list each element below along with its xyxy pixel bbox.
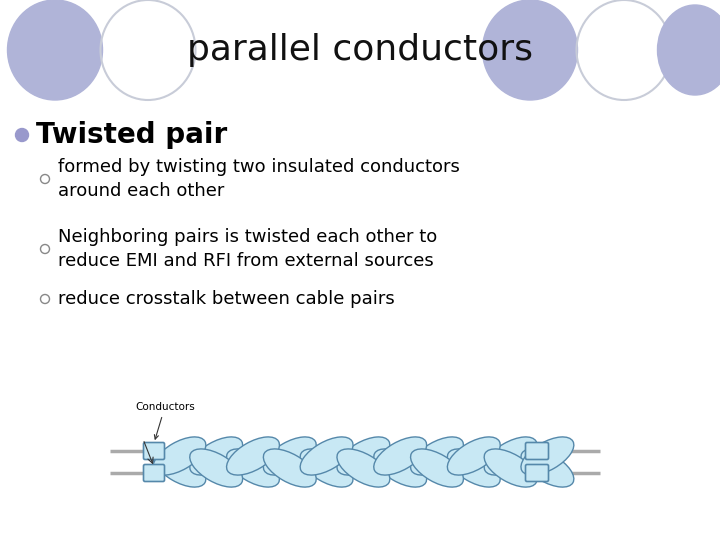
Ellipse shape (484, 437, 537, 475)
Ellipse shape (521, 437, 574, 475)
Ellipse shape (16, 129, 29, 141)
Ellipse shape (337, 437, 390, 475)
FancyBboxPatch shape (526, 464, 549, 482)
FancyBboxPatch shape (526, 442, 549, 460)
Text: Twisted pair: Twisted pair (36, 121, 228, 149)
Text: reduce crosstalk between cable pairs: reduce crosstalk between cable pairs (58, 290, 395, 308)
Ellipse shape (410, 449, 464, 487)
Text: formed by twisting two insulated conductors
around each other: formed by twisting two insulated conduct… (58, 158, 460, 200)
Ellipse shape (7, 0, 102, 100)
FancyBboxPatch shape (143, 464, 164, 482)
Ellipse shape (374, 449, 427, 487)
Ellipse shape (657, 5, 720, 95)
Ellipse shape (264, 437, 316, 475)
Ellipse shape (227, 449, 279, 487)
Ellipse shape (447, 449, 500, 487)
Ellipse shape (521, 449, 574, 487)
Ellipse shape (447, 437, 500, 475)
Text: Conductors: Conductors (135, 402, 194, 439)
Ellipse shape (227, 437, 279, 475)
Ellipse shape (153, 449, 206, 487)
Ellipse shape (374, 437, 427, 475)
Ellipse shape (300, 449, 353, 487)
Ellipse shape (264, 449, 316, 487)
Ellipse shape (337, 449, 390, 487)
Ellipse shape (482, 0, 577, 100)
Ellipse shape (153, 437, 206, 475)
Ellipse shape (190, 449, 243, 487)
Text: parallel conductors: parallel conductors (187, 33, 533, 67)
Ellipse shape (300, 437, 353, 475)
Ellipse shape (190, 437, 243, 475)
Ellipse shape (410, 437, 464, 475)
Ellipse shape (484, 449, 537, 487)
Text: Neighboring pairs is twisted each other to
reduce EMI and RFI from external sour: Neighboring pairs is twisted each other … (58, 228, 437, 270)
FancyBboxPatch shape (143, 442, 164, 460)
